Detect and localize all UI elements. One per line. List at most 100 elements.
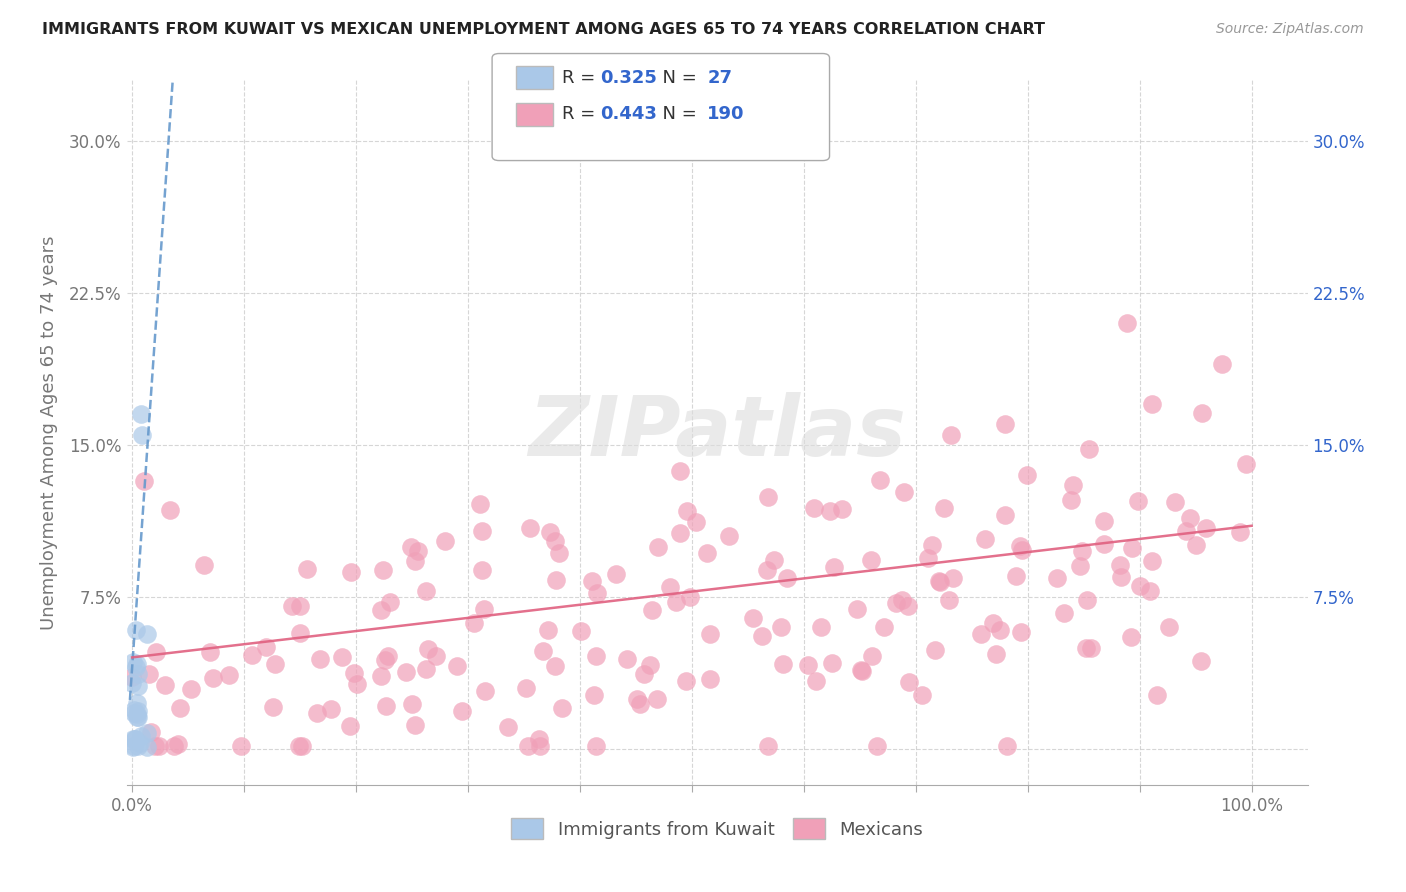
Point — [256, 640, 278, 654]
Point — [1129, 579, 1152, 593]
Point — [138, 667, 160, 681]
Point — [125, 623, 148, 637]
Point — [125, 657, 148, 672]
Point — [124, 731, 146, 746]
Point — [308, 652, 330, 666]
Point — [821, 656, 844, 670]
Point — [1115, 316, 1137, 330]
Point — [129, 408, 152, 422]
Y-axis label: Unemployment Among Ages 65 to 74 years: Unemployment Among Ages 65 to 74 years — [39, 235, 58, 630]
Point — [772, 657, 794, 672]
Point — [468, 497, 491, 511]
Legend: Immigrants from Kuwait, Mexicans: Immigrants from Kuwait, Mexicans — [503, 811, 931, 847]
Point — [994, 417, 1017, 431]
Point — [1046, 571, 1069, 585]
Point — [415, 584, 437, 599]
Text: IMMIGRANTS FROM KUWAIT VS MEXICAN UNEMPLOYMENT AMONG AGES 65 TO 74 YEARS CORRELA: IMMIGRANTS FROM KUWAIT VS MEXICAN UNEMPL… — [42, 22, 1045, 37]
Point — [1062, 477, 1084, 491]
Point — [911, 688, 934, 702]
Point — [264, 657, 287, 672]
Point — [127, 739, 149, 753]
Point — [240, 648, 263, 663]
Point — [533, 644, 555, 658]
Point — [332, 650, 354, 665]
Text: 27: 27 — [707, 69, 733, 87]
Point — [122, 740, 145, 755]
Point — [471, 524, 494, 538]
Point — [928, 574, 950, 588]
Point — [941, 571, 963, 585]
Point — [1139, 584, 1161, 599]
Point — [125, 660, 148, 674]
Point — [463, 615, 485, 630]
Point — [763, 553, 786, 567]
Point — [995, 739, 1018, 754]
Point — [121, 670, 143, 684]
Point — [939, 428, 962, 442]
Text: R =: R = — [562, 105, 602, 123]
Point — [669, 526, 692, 541]
Point — [131, 729, 153, 743]
Point — [675, 673, 697, 688]
Point — [343, 665, 366, 680]
Point — [543, 658, 565, 673]
Point — [873, 620, 896, 634]
Text: 0.443: 0.443 — [600, 105, 657, 123]
Point — [131, 427, 153, 442]
Point — [132, 474, 155, 488]
Point — [685, 515, 707, 529]
Point — [1140, 554, 1163, 568]
Point — [869, 473, 891, 487]
Point — [810, 620, 832, 634]
Point — [581, 574, 603, 589]
Point — [981, 615, 1004, 630]
Point — [127, 667, 149, 681]
Point — [1080, 641, 1102, 656]
Point — [295, 562, 318, 576]
Point — [122, 706, 145, 721]
Point — [127, 709, 149, 723]
Point — [281, 599, 304, 613]
Point — [1109, 558, 1132, 572]
Point — [1069, 559, 1091, 574]
Point — [665, 595, 688, 609]
Point — [669, 463, 692, 477]
Point — [1053, 606, 1076, 620]
Point — [125, 696, 148, 710]
Point — [145, 645, 167, 659]
Point — [339, 719, 361, 733]
Point — [551, 700, 574, 714]
Point — [718, 528, 741, 542]
Point — [628, 697, 651, 711]
Point — [1010, 625, 1032, 640]
Point — [994, 508, 1017, 523]
Point — [125, 710, 148, 724]
Point — [1076, 640, 1098, 655]
Point — [974, 532, 997, 546]
Point — [519, 521, 541, 535]
Point — [288, 599, 311, 613]
Point — [928, 574, 950, 589]
Point — [122, 703, 145, 717]
Point — [125, 707, 148, 722]
Point — [984, 648, 1007, 662]
Point — [859, 553, 882, 567]
Point — [820, 504, 842, 518]
Point — [751, 629, 773, 643]
Point — [450, 705, 472, 719]
Point — [136, 726, 159, 740]
Point — [1121, 541, 1143, 555]
Point — [474, 683, 496, 698]
Text: N =: N = — [651, 105, 703, 123]
Point — [1211, 357, 1233, 371]
Point — [616, 652, 638, 666]
Point — [605, 567, 627, 582]
Point — [1092, 514, 1115, 528]
Point — [515, 681, 537, 696]
Point — [127, 704, 149, 718]
Point — [1140, 397, 1163, 411]
Point — [756, 490, 779, 504]
Point — [544, 534, 567, 549]
Point — [1071, 544, 1094, 558]
Point — [291, 739, 314, 754]
